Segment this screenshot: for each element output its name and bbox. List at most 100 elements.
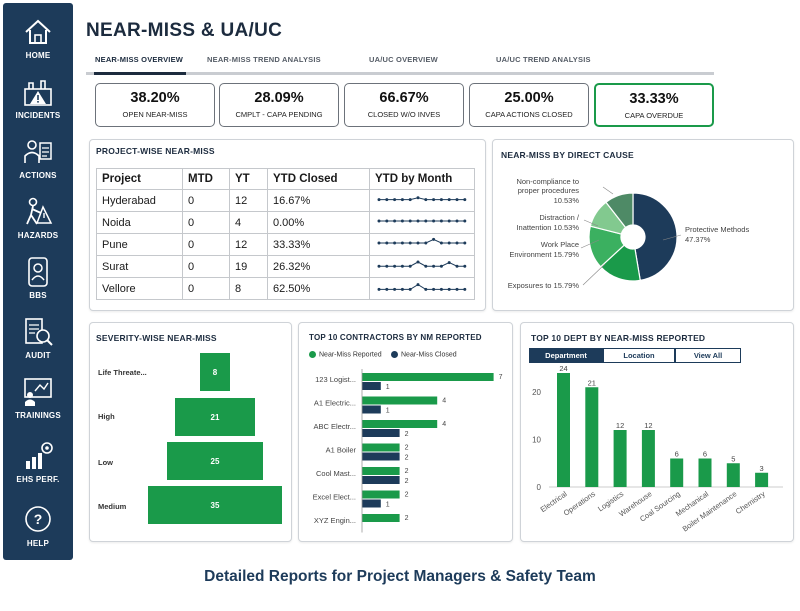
yt-cell: 19 — [229, 255, 268, 278]
kpi-label: CLOSED W/O INVES — [367, 110, 441, 119]
severity-bar[interactable]: 25 — [167, 442, 263, 480]
contractor-name: Excel Elect... — [313, 493, 356, 502]
closed-bar[interactable] — [362, 429, 400, 437]
mtd-cell: 0 — [182, 255, 230, 278]
sparkline-point — [439, 219, 443, 223]
sidebar-item-ehs-performance[interactable]: EHS PERF. — [3, 439, 73, 495]
sidebar-item-label: ACTIONS — [19, 171, 57, 180]
reported-bar[interactable] — [362, 467, 400, 475]
sidebar-item-help[interactable]: ? HELP — [3, 503, 73, 559]
sparkline-point — [432, 237, 436, 241]
tab-ua-uc-trend-analysis[interactable]: UA/UC TREND ANALYSIS — [496, 55, 591, 64]
table-row[interactable]: Pune 0 12 33.33% — [96, 233, 475, 256]
department-bar[interactable] — [670, 458, 684, 488]
kpi-closed-wo-inves[interactable]: 66.67% CLOSED W/O INVES — [344, 83, 464, 127]
sidebar-item-incidents[interactable]: INCIDENTS — [3, 75, 73, 131]
sidebar: HOME INCIDENTS ACTIONS HAZARDS BBS AUDIT… — [3, 3, 73, 560]
column-header[interactable]: YTD by Month — [369, 168, 475, 190]
sparkline-point — [416, 260, 420, 264]
project-cell: Vellore — [96, 277, 183, 300]
reported-bar[interactable] — [362, 373, 494, 381]
table-row[interactable]: Vellore 0 8 62.50% — [96, 277, 475, 300]
pie-slice[interactable] — [632, 192, 678, 282]
column-header[interactable]: YT — [229, 168, 268, 190]
department-bar[interactable] — [557, 373, 570, 487]
sidebar-item-label: HAZARDS — [17, 231, 59, 240]
department-button[interactable]: Department — [529, 348, 603, 363]
tab-near-miss-trend-analysis[interactable]: NEAR-MISS TREND ANALYSIS — [207, 55, 321, 64]
sparkline-point — [408, 219, 412, 223]
reported-bar[interactable] — [362, 420, 438, 428]
closed-bar[interactable] — [362, 452, 400, 461]
sidebar-item-audit[interactable]: AUDIT — [3, 315, 73, 371]
department-bar[interactable] — [613, 430, 627, 487]
yt-cell: 12 — [229, 189, 268, 212]
closed-value: 2 — [405, 455, 409, 462]
closed-bar[interactable] — [362, 382, 381, 390]
tab-ua-uc-overview[interactable]: UA/UC OVERVIEW — [369, 55, 438, 64]
sparkline-point — [385, 287, 389, 291]
sidebar-item-hazards[interactable]: HAZARDS — [3, 195, 73, 251]
sparkline-point — [432, 219, 436, 223]
table-row[interactable]: Noida 0 4 0.00% — [96, 211, 475, 234]
kpi-value: 66.67% — [379, 90, 429, 106]
kpi-value: 33.33% — [629, 91, 679, 107]
y-tick-label: 0 — [537, 483, 542, 492]
view-all-button[interactable]: View All — [675, 348, 741, 363]
sparkline — [377, 260, 467, 268]
kpi-cmplt-capa-pending[interactable]: 28.09% CMPLT - CAPA PENDING — [219, 83, 339, 127]
column-header[interactable]: YTD Closed — [267, 168, 370, 190]
severity-bar[interactable]: 8 — [199, 353, 231, 391]
severity-label: Medium — [98, 502, 127, 511]
column-header[interactable]: Project — [96, 168, 183, 190]
severity-bar[interactable]: 35 — [148, 486, 282, 524]
kpi-open-near-miss[interactable]: 38.20% OPEN NEAR-MISS — [95, 83, 215, 127]
sparkline-point — [424, 287, 428, 291]
department-bar[interactable] — [726, 463, 740, 487]
tab-bar: NEAR-MISS OVERVIEW NEAR-MISS TREND ANALY… — [86, 55, 714, 75]
sidebar-item-trainings[interactable]: TRAININGS — [3, 375, 73, 431]
sidebar-item-label: INCIDENTS — [15, 111, 61, 120]
kpi-capa-overdue[interactable]: 33.33% CAPA OVERDUE — [594, 83, 714, 127]
department-bar[interactable] — [641, 430, 655, 487]
department-value: 6 — [703, 450, 707, 459]
department-bar[interactable] — [755, 472, 769, 487]
severity-bar[interactable]: 21 — [174, 398, 256, 436]
sidebar-item-actions[interactable]: ACTIONS — [3, 135, 73, 191]
location-button[interactable]: Location — [603, 348, 675, 363]
pie-slice[interactable] — [605, 192, 634, 229]
sparkline-point — [416, 196, 420, 200]
reported-bar[interactable] — [362, 514, 400, 522]
column-header[interactable]: MTD — [182, 168, 230, 190]
trainings-icon — [24, 378, 52, 406]
reported-bar[interactable] — [362, 490, 400, 499]
kpi-label: CMPLT - CAPA PENDING — [235, 110, 323, 119]
reported-bar[interactable] — [362, 396, 438, 405]
department-bar[interactable] — [698, 458, 712, 488]
table-row[interactable]: Surat 0 19 26.32% — [96, 255, 475, 278]
project-wise-panel: PROJECT-WISE NEAR-MISS Project MTD YT YT… — [89, 139, 486, 311]
mtd-cell: 0 — [182, 233, 230, 256]
sparkline-cell — [369, 277, 475, 300]
kpi-value: 25.00% — [504, 90, 554, 106]
sparkline-point — [400, 219, 404, 223]
sparkline-point — [408, 287, 412, 291]
sidebar-item-home[interactable]: HOME — [3, 15, 73, 71]
reported-bar[interactable] — [362, 443, 400, 452]
table-row[interactable]: Hyderabad 0 12 16.67% — [96, 189, 475, 212]
closed-bar[interactable] — [362, 405, 381, 414]
direct-cause-panel: NEAR-MISS BY DIRECT CAUSE Non-compliance… — [492, 139, 794, 311]
closed-bar[interactable] — [362, 499, 381, 508]
sparkline — [377, 237, 467, 245]
sidebar-item-bbs[interactable]: BBS — [3, 255, 73, 311]
department-value: 3 — [760, 464, 764, 473]
sparkline-point — [385, 219, 389, 223]
sidebar-item-label: EHS PERF. — [16, 475, 60, 484]
sparkline-cell — [369, 233, 475, 256]
contractor-name: A1 Boiler — [326, 446, 357, 455]
closed-bar[interactable] — [362, 476, 400, 484]
tab-near-miss-overview[interactable]: NEAR-MISS OVERVIEW — [95, 55, 184, 64]
cause-label: proper procedures — [518, 186, 580, 195]
department-bar[interactable] — [585, 387, 599, 487]
kpi-capa-actions-closed[interactable]: 25.00% CAPA ACTIONS CLOSED — [469, 83, 589, 127]
